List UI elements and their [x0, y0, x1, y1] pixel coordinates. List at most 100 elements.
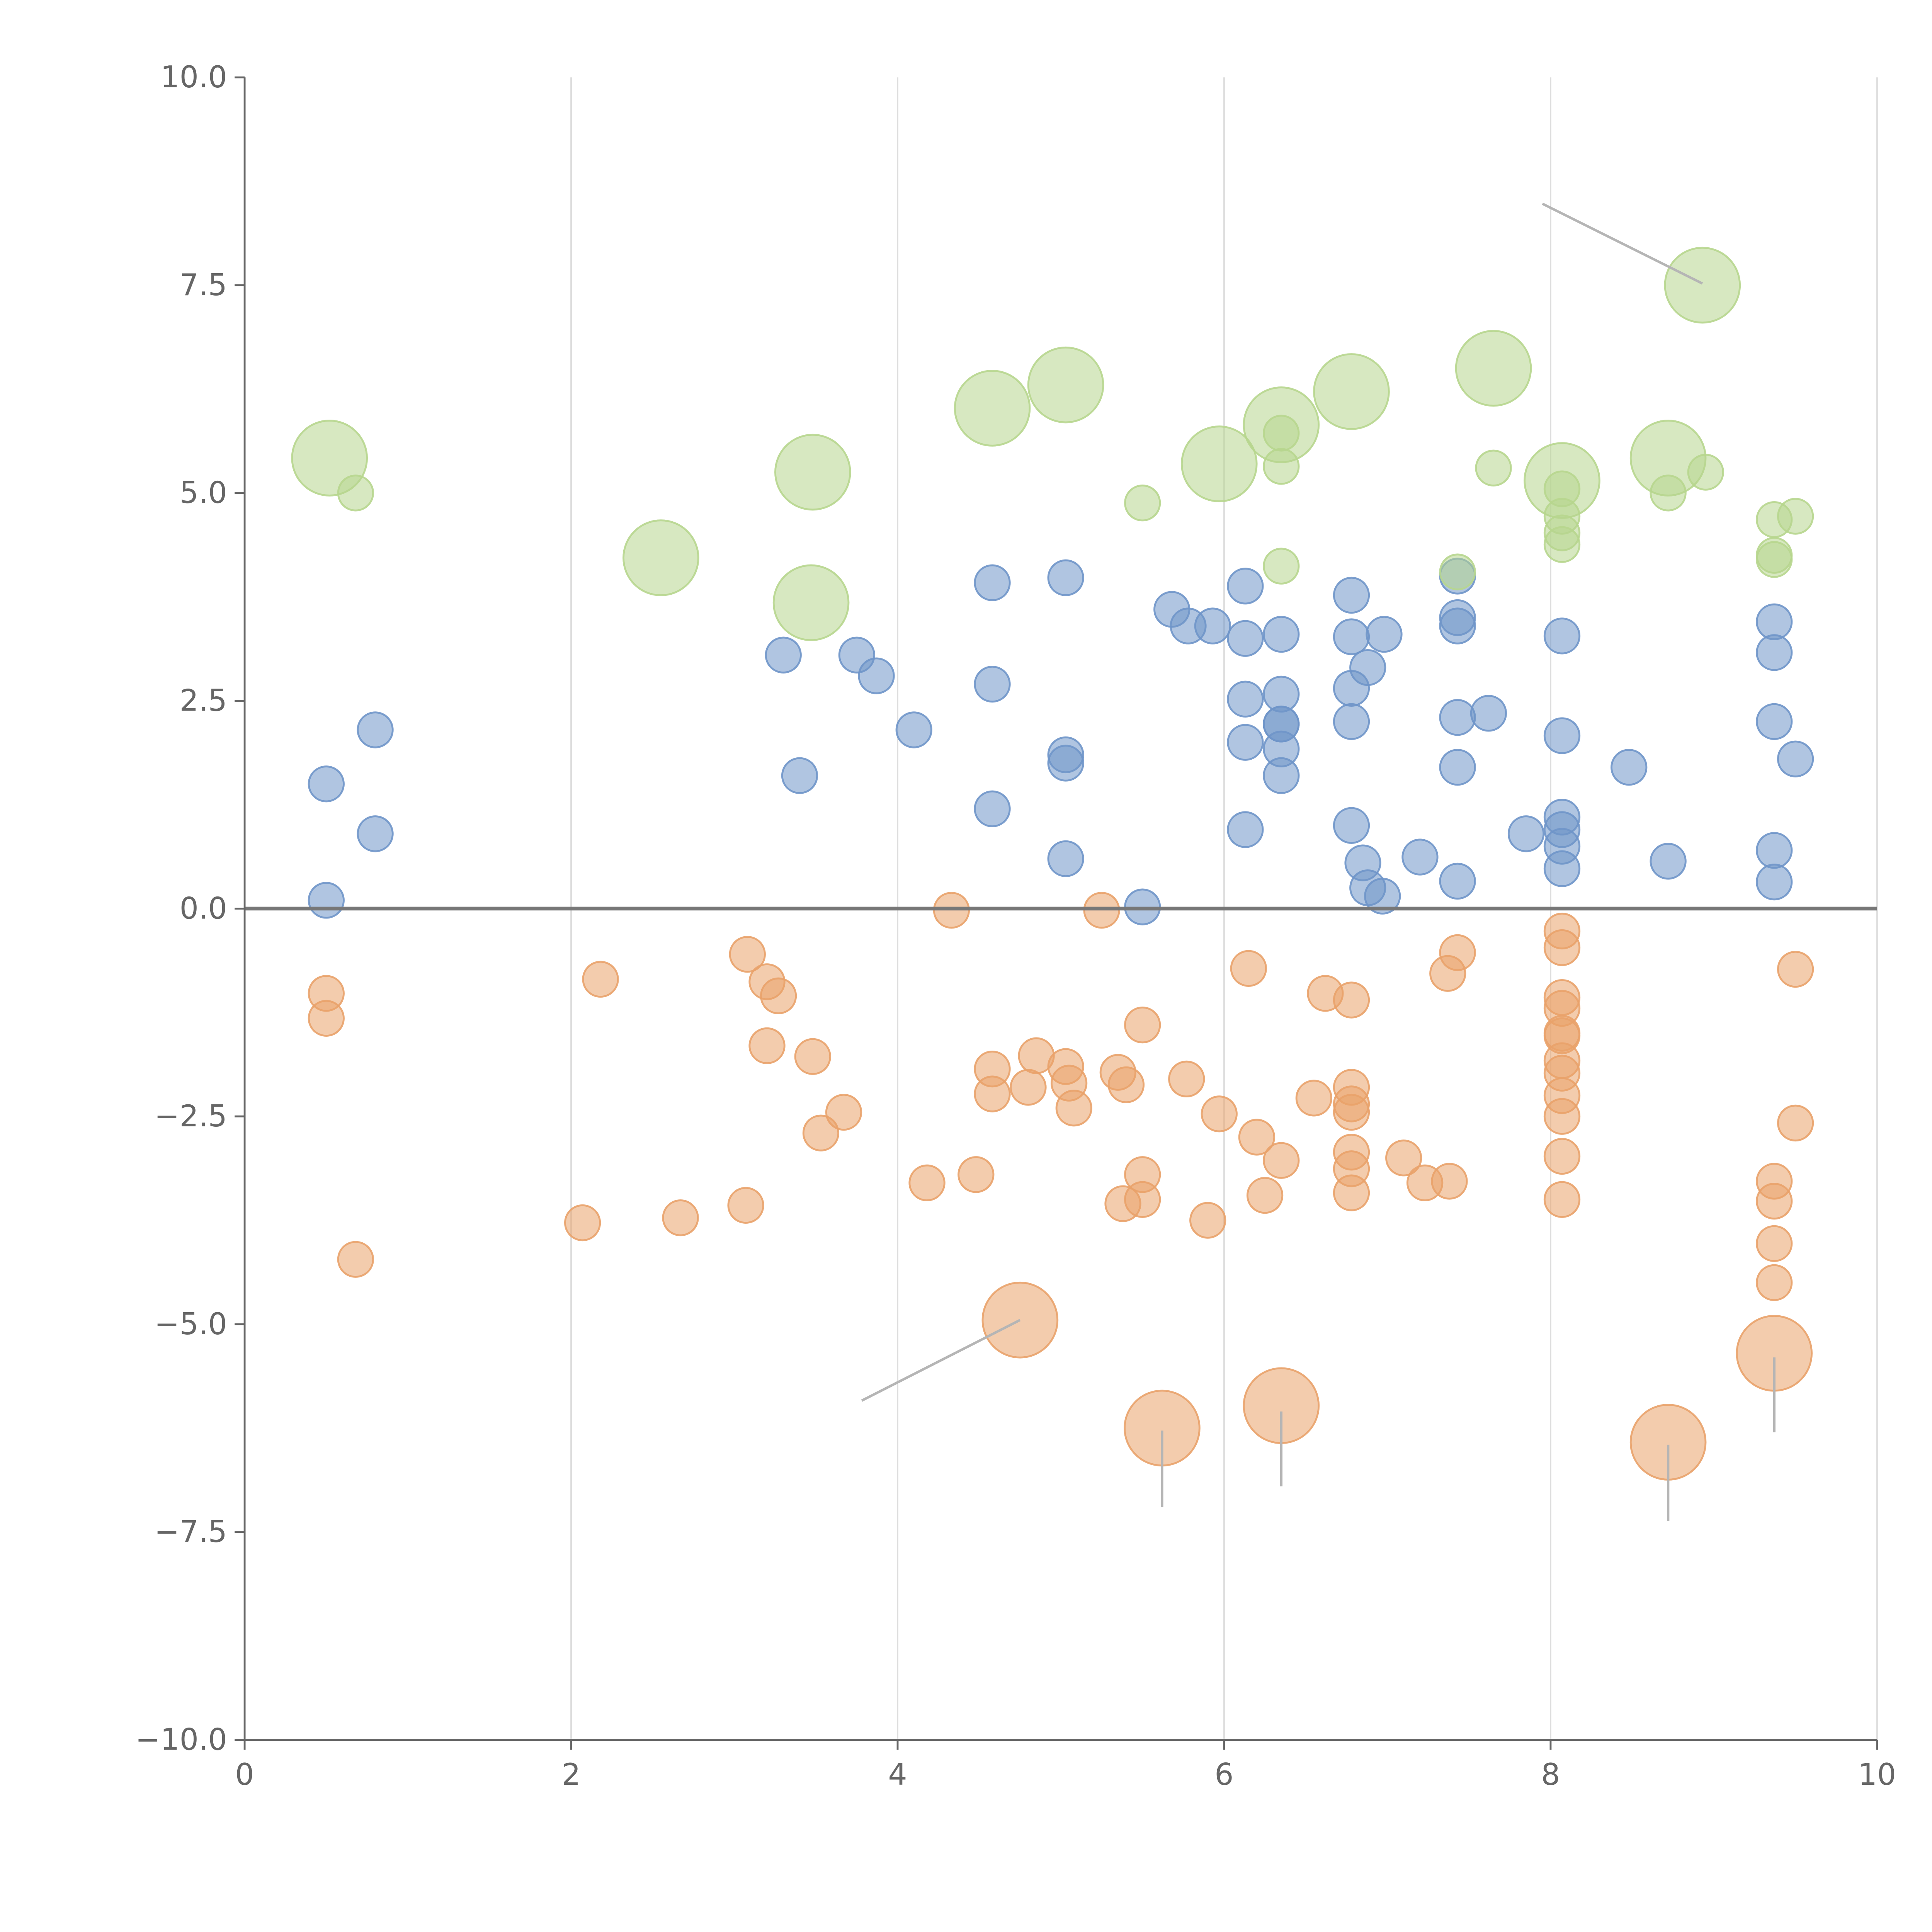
orange-point-16 [957, 1156, 995, 1193]
orange-point-34 [1230, 950, 1267, 987]
orange-point-51 [1439, 934, 1476, 971]
orange-point-47 [1385, 1139, 1422, 1177]
orange-point-10 [748, 1027, 786, 1065]
orange-point-19 [1010, 1069, 1047, 1106]
blue-point-30 [1263, 757, 1300, 794]
blue-point-31 [1333, 577, 1370, 614]
blue-point-61 [1756, 832, 1793, 869]
blue-point-19 [1194, 607, 1231, 645]
orange-point-63 [1543, 1181, 1581, 1218]
blue-point-47 [1439, 862, 1476, 900]
data-points [291, 247, 1814, 1481]
green-point-3 [774, 434, 851, 511]
blue-point-57 [1650, 843, 1687, 880]
y-tick-label-5: 2.5 [180, 683, 227, 718]
orange-point-4 [582, 961, 619, 998]
blue-point-7 [858, 657, 895, 694]
y-tick-label-0: −10.0 [135, 1722, 227, 1757]
blue-point-45 [1439, 699, 1476, 736]
blue-point-59 [1756, 634, 1793, 671]
blue-point-58 [1756, 603, 1793, 640]
orange-point-12 [802, 1114, 840, 1151]
green-point-6 [1027, 346, 1104, 423]
blue-point-2 [357, 815, 394, 852]
y-tick-label-8: 10.0 [160, 60, 227, 95]
orange-point-65 [1756, 1182, 1793, 1220]
orange-point-26 [1107, 1066, 1145, 1104]
y-tick-label-6: 5.0 [180, 476, 227, 510]
orange-point-35 [1238, 1119, 1276, 1156]
blue-point-15 [1047, 840, 1084, 877]
blue-point-23 [1227, 724, 1264, 761]
orange-point-2 [337, 1241, 374, 1278]
orange-point-5 [662, 1199, 699, 1236]
x-tick-label-5: 10 [1858, 1757, 1896, 1792]
y-tick-label-4: 0.0 [180, 891, 227, 926]
orange-point-23 [1055, 1090, 1092, 1127]
green-point-12 [1263, 548, 1300, 585]
orange-point-33 [1201, 1095, 1238, 1133]
blue-point-46 [1439, 749, 1476, 786]
orange-point-62 [1543, 1138, 1581, 1175]
blue-point-62 [1756, 863, 1793, 901]
orange-point-68 [1777, 951, 1814, 988]
orange-point-31 [1168, 1060, 1205, 1098]
blue-point-14 [1047, 745, 1084, 782]
orange-point-67 [1756, 1264, 1793, 1301]
blue-point-22 [1227, 680, 1264, 718]
orange-point-32 [1189, 1202, 1226, 1239]
y-tick-label-3: −2.5 [155, 1099, 227, 1134]
orange-point-3 [564, 1204, 601, 1242]
green-point-13 [1313, 353, 1390, 430]
orange-point-7 [729, 936, 766, 973]
green-point-11 [1263, 448, 1300, 485]
orange-point-66 [1756, 1225, 1793, 1262]
orange-point-11 [794, 1038, 831, 1075]
tick-labels: −10.0 −7.5 −5.0 −2.5 0.0 2.5 5.0 7.5 10.0 0 2 4 6 8 10 [135, 60, 1896, 1792]
blue-point-44 [1439, 607, 1476, 645]
green-point-15 [1455, 330, 1532, 407]
green-point-28 [1756, 541, 1793, 578]
blue-point-0 [308, 765, 345, 803]
leader-line-1 [861, 1319, 1021, 1402]
blue-point-56 [1611, 749, 1648, 786]
blue-point-34 [1333, 703, 1370, 740]
annotation-leader-lines [861, 202, 1776, 1521]
blue-point-24 [1227, 811, 1264, 848]
leader-line-0 [1542, 202, 1703, 285]
orange-point-53 [1543, 929, 1581, 966]
green-point-24 [1687, 454, 1724, 491]
orange-point-61 [1543, 1098, 1581, 1135]
orange-point-14 [908, 1164, 946, 1201]
blue-point-12 [1047, 559, 1084, 596]
green-point-25 [1664, 247, 1741, 324]
green-point-5 [954, 370, 1031, 447]
blue-point-9 [974, 564, 1011, 601]
blue-point-3 [308, 882, 345, 919]
orange-point-18 [974, 1075, 1011, 1112]
blue-point-49 [1507, 815, 1545, 852]
orange-point-50 [1431, 1163, 1468, 1200]
green-point-8 [1180, 425, 1258, 502]
orange-point-36 [1246, 1177, 1284, 1214]
green-point-14 [1439, 553, 1476, 590]
blue-point-32 [1333, 618, 1370, 655]
blue-point-40 [1364, 878, 1401, 915]
blue-point-5 [781, 757, 818, 794]
blue-point-25 [1263, 616, 1300, 653]
blue-point-60 [1756, 703, 1793, 740]
blue-point-41 [1401, 838, 1439, 876]
blue-point-10 [974, 665, 1011, 703]
x-tick-label-1: 2 [561, 1757, 580, 1792]
orange-point-37 [1263, 1142, 1300, 1179]
blue-point-51 [1543, 717, 1581, 754]
green-point-29 [1777, 498, 1814, 535]
green-point-21 [1543, 526, 1581, 563]
y-tick-label-2: −5.0 [155, 1307, 227, 1342]
y-tick-label-7: 7.5 [180, 268, 227, 303]
orange-point-30 [1124, 1006, 1161, 1044]
orange-point-29 [1124, 1181, 1161, 1218]
blue-point-36 [1349, 649, 1386, 686]
blue-point-37 [1366, 616, 1403, 653]
